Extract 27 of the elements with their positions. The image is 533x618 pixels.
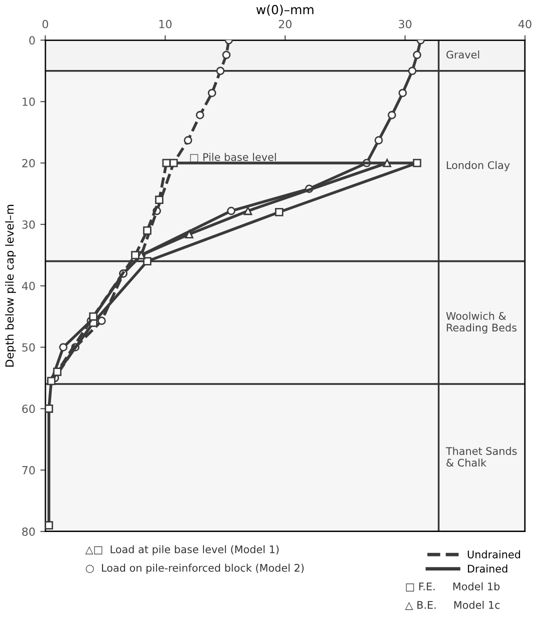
text: △ B.E. Model 1c <box>405 600 500 610</box>
y-tick-label: 10 <box>22 98 35 106</box>
y-tick-label: 0 <box>29 36 35 45</box>
text: ○ Load on pile-reinforced block (Model 2) <box>86 564 304 574</box>
legend-label: Undrained <box>468 550 520 558</box>
x-tick-label: 20 <box>278 20 292 28</box>
y-tick-label: 20 <box>22 158 35 168</box>
x-tick-label: 40 <box>518 20 532 28</box>
band-label: Gravel <box>446 50 480 59</box>
y-tick-label: 30 <box>22 220 35 229</box>
y-tick-label: 50 <box>22 343 35 352</box>
text: □ F.E. Model 1b <box>406 582 500 592</box>
band-label: London Clay <box>446 161 510 172</box>
band-label: Thanet Sands & Chalk <box>446 446 517 467</box>
x-tick-label: 0 <box>42 20 48 28</box>
x-tick-label: 30 <box>398 20 412 28</box>
y-tick-label: 80 <box>22 527 35 536</box>
x-tick-label: 10 <box>159 20 172 28</box>
y-tick-label: 70 <box>22 466 35 474</box>
annotation: □ Pile base level <box>190 152 276 162</box>
legend-label: Drained <box>468 564 508 573</box>
x-axis-title: w(0)–mm <box>256 4 314 16</box>
y-axis-title: Depth below pile cap level–m <box>5 204 16 367</box>
text: △□ Load at pile base level (Model 1) <box>85 545 279 556</box>
y-tick-label: 40 <box>22 282 35 290</box>
band-label: Woolwich & Reading Beds <box>446 312 517 334</box>
y-tick-label: 60 <box>22 404 35 414</box>
